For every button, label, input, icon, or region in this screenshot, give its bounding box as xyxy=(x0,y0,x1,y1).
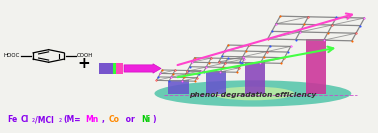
Ellipse shape xyxy=(212,87,294,100)
Text: Cl: Cl xyxy=(21,115,29,124)
FancyArrow shape xyxy=(124,64,161,73)
Bar xyxy=(306,39,326,94)
Bar xyxy=(245,62,265,94)
Text: Ni: Ni xyxy=(141,115,150,124)
Text: Mn: Mn xyxy=(85,115,98,124)
Bar xyxy=(116,63,123,74)
Ellipse shape xyxy=(155,80,351,107)
Text: /MCl: /MCl xyxy=(35,115,54,124)
Text: +: + xyxy=(77,56,90,71)
Text: or: or xyxy=(123,115,137,124)
Text: ,: , xyxy=(102,115,107,124)
Text: ₂: ₂ xyxy=(59,115,62,124)
Bar xyxy=(113,63,116,74)
Text: Co: Co xyxy=(109,115,120,124)
Text: ₂: ₂ xyxy=(31,115,34,124)
Text: HOOC: HOOC xyxy=(4,53,20,59)
Text: phenol degradation efficiency: phenol degradation efficiency xyxy=(189,92,316,98)
Text: Fe: Fe xyxy=(8,115,18,124)
Text: ): ) xyxy=(153,115,156,124)
Text: COOH: COOH xyxy=(77,53,93,59)
Bar xyxy=(206,71,226,94)
Text: (M=: (M= xyxy=(63,115,81,124)
Bar xyxy=(168,80,189,94)
Bar xyxy=(99,63,113,74)
